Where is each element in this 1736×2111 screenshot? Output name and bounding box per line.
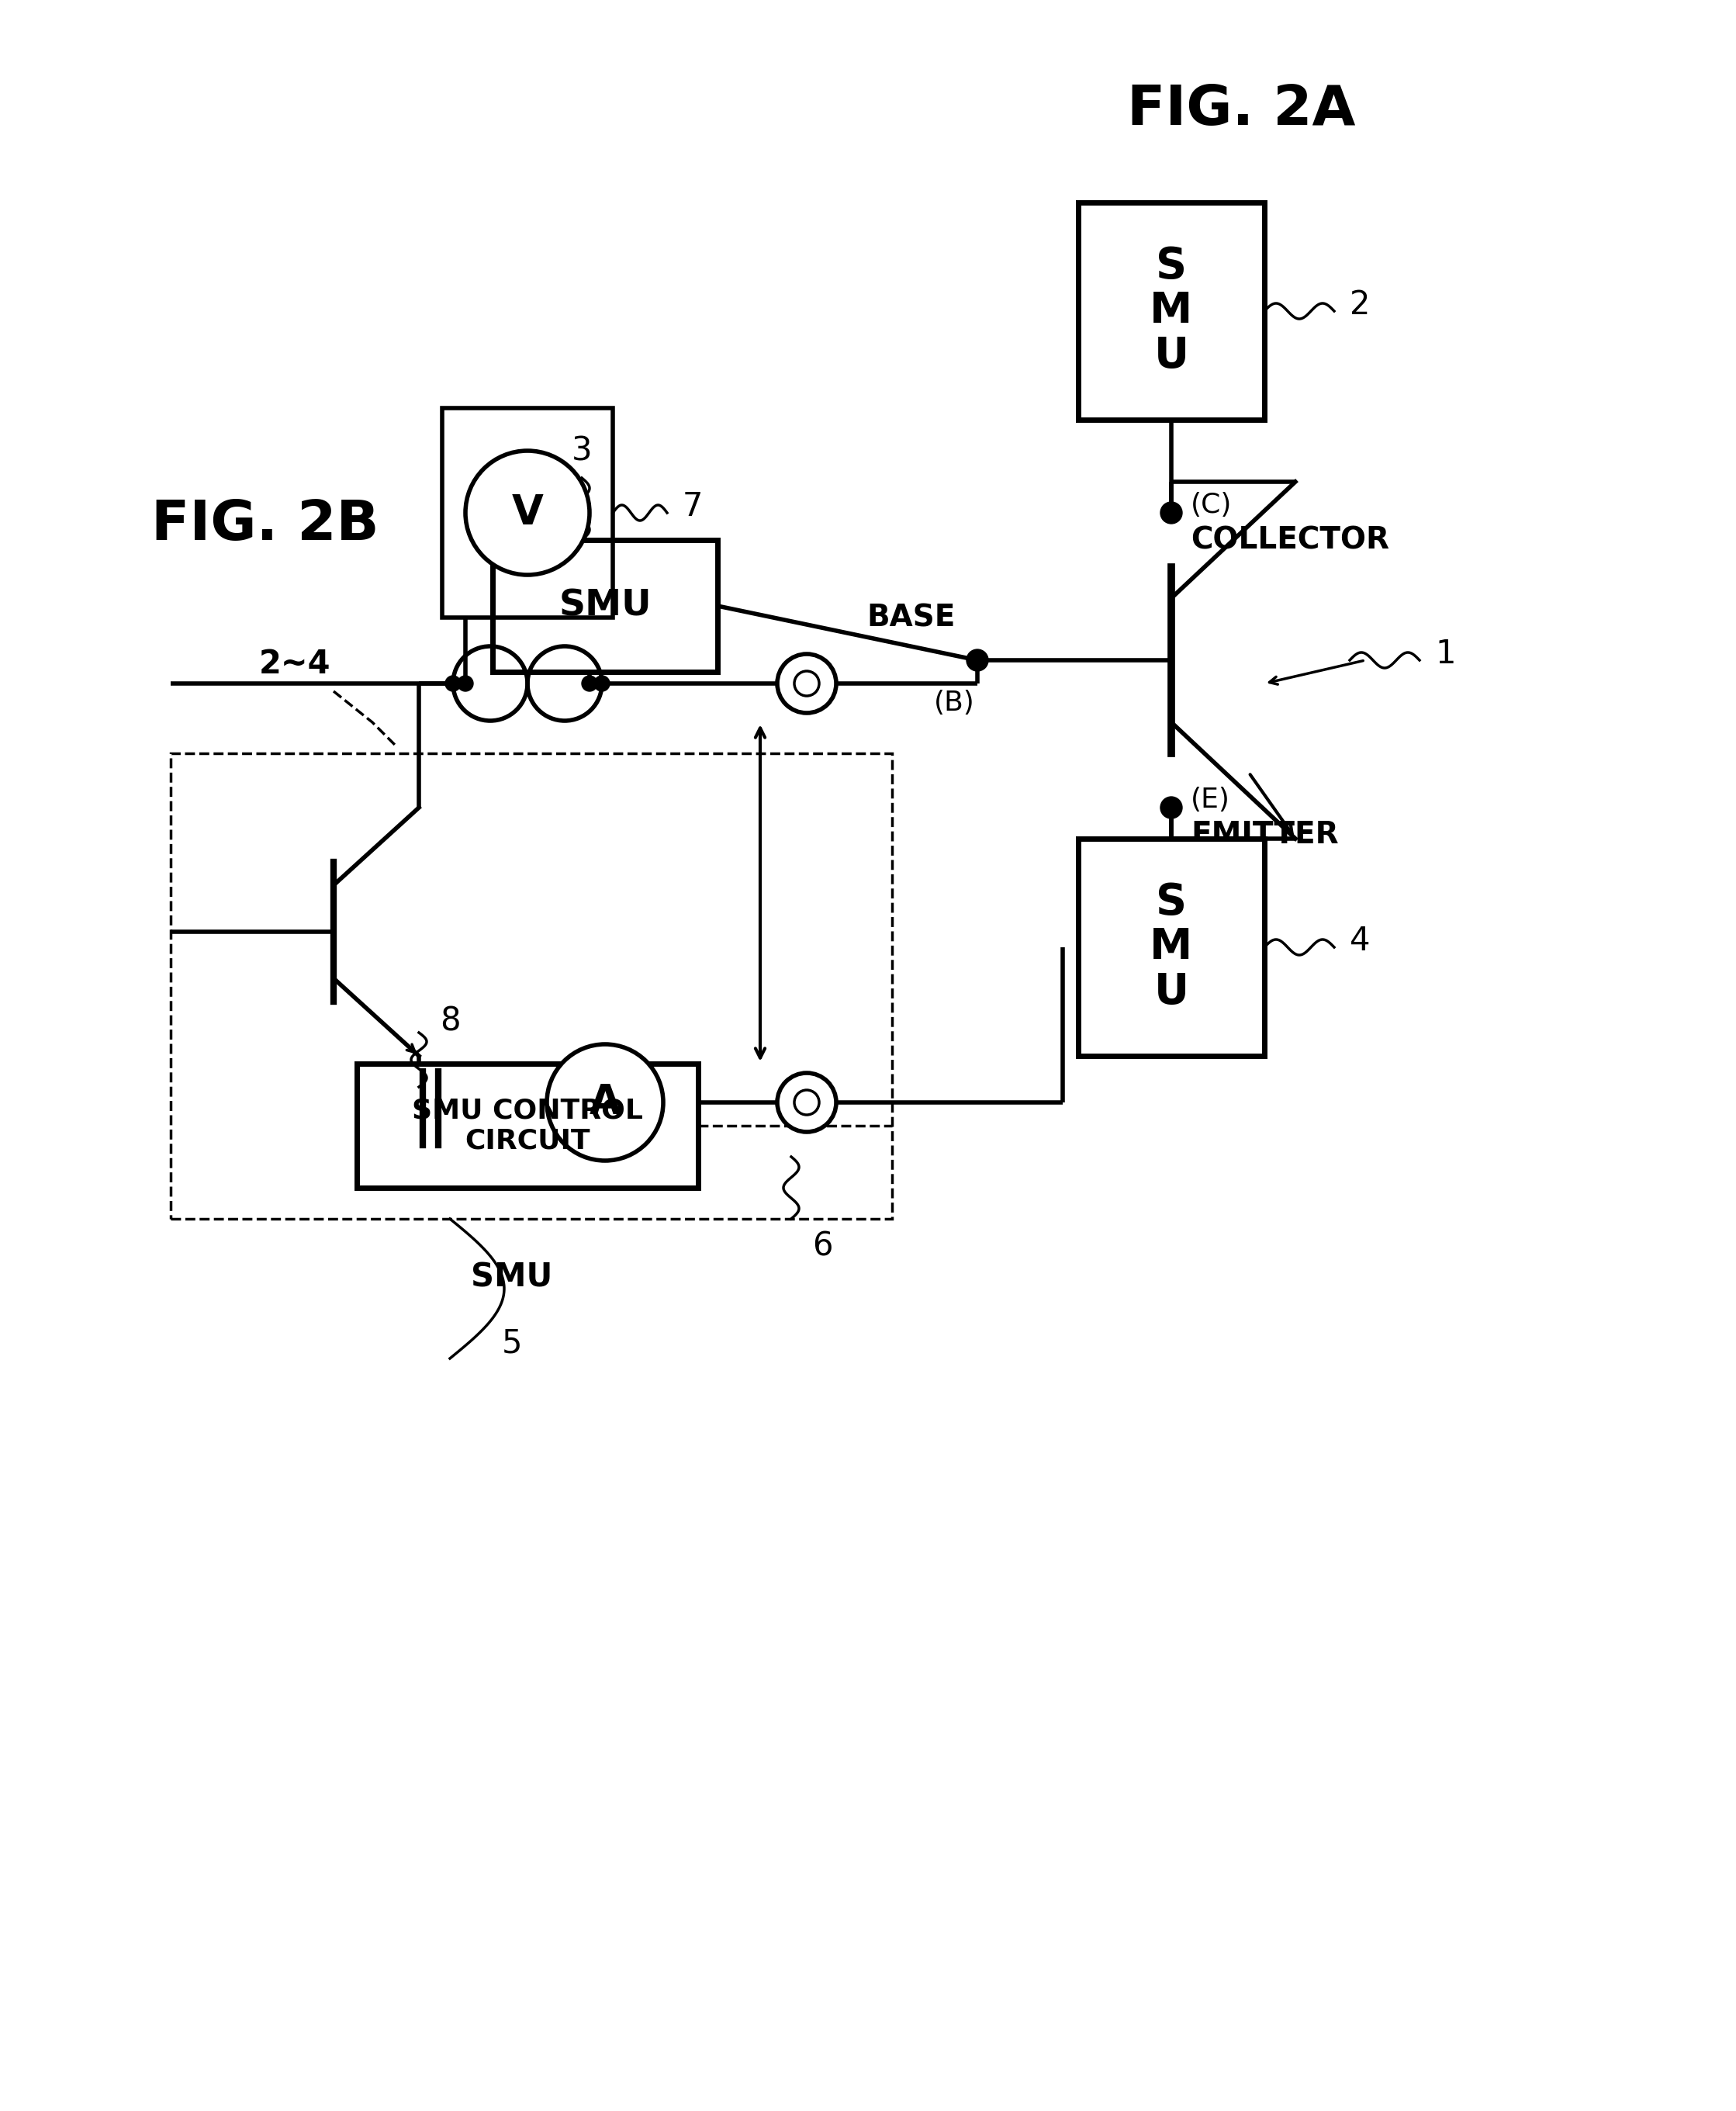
Text: A: A bbox=[589, 1083, 621, 1123]
Text: S
M
U: S M U bbox=[1149, 880, 1193, 1013]
Text: SMU: SMU bbox=[559, 589, 651, 623]
Bar bbox=[493, 540, 717, 671]
Text: EMITTER: EMITTER bbox=[1191, 819, 1338, 849]
Circle shape bbox=[1160, 502, 1182, 524]
Circle shape bbox=[444, 676, 460, 690]
Text: (B): (B) bbox=[934, 690, 974, 716]
Circle shape bbox=[458, 676, 474, 690]
Text: COLLECTOR: COLLECTOR bbox=[1191, 526, 1389, 555]
Circle shape bbox=[967, 650, 988, 671]
Text: 3: 3 bbox=[571, 435, 592, 467]
Text: 5: 5 bbox=[502, 1326, 523, 1359]
Text: S
M
U: S M U bbox=[1149, 245, 1193, 378]
Circle shape bbox=[547, 1045, 663, 1161]
Text: 7: 7 bbox=[682, 490, 703, 524]
Bar bbox=[358, 1064, 698, 1188]
Text: 1: 1 bbox=[1436, 638, 1455, 671]
Text: (C): (C) bbox=[1191, 492, 1233, 517]
Text: 4: 4 bbox=[1349, 925, 1370, 958]
Circle shape bbox=[778, 654, 837, 714]
Text: SMU CONTROL
CIRCUIT: SMU CONTROL CIRCUIT bbox=[411, 1098, 642, 1155]
Bar bbox=[170, 754, 892, 1218]
Text: 6: 6 bbox=[812, 1231, 833, 1262]
Bar bbox=[1078, 203, 1264, 420]
Circle shape bbox=[778, 1072, 837, 1131]
Circle shape bbox=[582, 676, 597, 690]
Bar bbox=[1078, 838, 1264, 1056]
Text: SMU: SMU bbox=[470, 1260, 552, 1294]
Text: FIG. 2B: FIG. 2B bbox=[151, 498, 378, 551]
Text: 8: 8 bbox=[439, 1005, 460, 1037]
Text: 2~4: 2~4 bbox=[259, 648, 330, 680]
Circle shape bbox=[1160, 796, 1182, 819]
Text: (E): (E) bbox=[1191, 787, 1231, 813]
Text: BASE: BASE bbox=[866, 604, 957, 633]
Circle shape bbox=[594, 676, 609, 690]
Text: V: V bbox=[512, 492, 543, 532]
Text: FIG. 2A: FIG. 2A bbox=[1127, 82, 1356, 135]
Circle shape bbox=[465, 452, 590, 574]
Text: 2: 2 bbox=[1349, 289, 1370, 321]
Bar bbox=[443, 407, 613, 619]
